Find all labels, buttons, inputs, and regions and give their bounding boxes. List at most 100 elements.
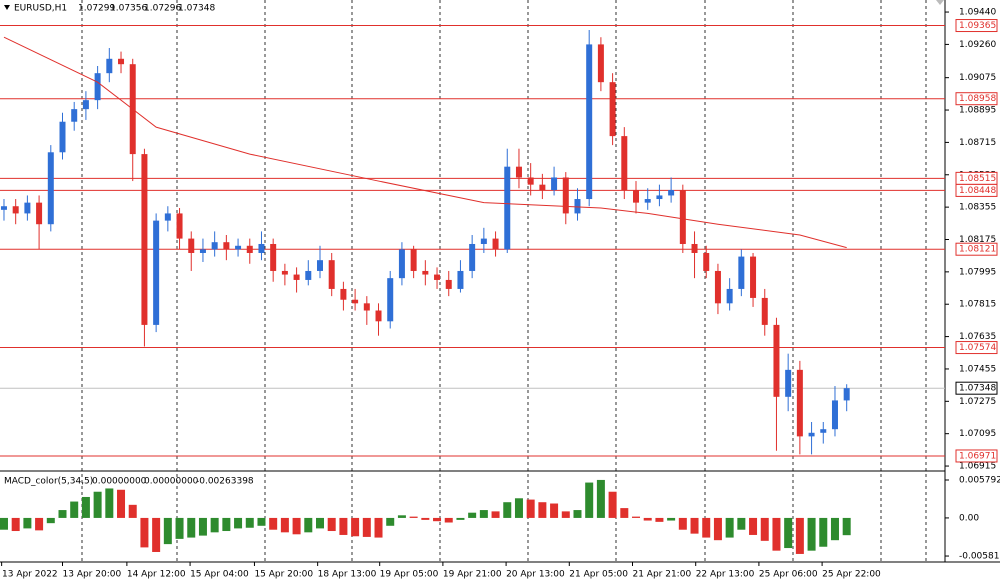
candle-body [387, 278, 394, 322]
candle-body [176, 213, 183, 239]
macd-bar [772, 517, 781, 551]
macd-bar [175, 517, 184, 539]
scroll-marker[interactable] [936, 0, 944, 5]
macd-bar [678, 517, 687, 530]
y-tick-label: 1.07995 [959, 267, 996, 277]
macd-bar [210, 517, 219, 533]
level-label: 1.08515 [959, 174, 996, 184]
macd-y-tick-label: -0.0058190 [959, 552, 1000, 562]
y-tick-label: 1.09260 [959, 40, 996, 50]
candle-body [820, 429, 827, 433]
macd-bar [117, 489, 126, 518]
macd-bar [643, 517, 652, 521]
macd-bar [784, 517, 793, 549]
macd-bar [538, 502, 547, 518]
macd-bar [339, 517, 348, 535]
macd-bar [245, 517, 254, 528]
candle-body [480, 238, 487, 244]
candle-body [24, 202, 31, 214]
candle-body [281, 270, 288, 275]
macd-bar [46, 517, 55, 524]
macd-bar [807, 517, 816, 551]
candle-body [340, 288, 347, 300]
candle-body [726, 288, 733, 304]
y-tick-label: 1.06915 [959, 462, 996, 472]
level-box [955, 341, 998, 355]
x-tick-label: 19 Apr 05:00 [380, 570, 439, 580]
candle-body [738, 256, 745, 289]
macd-bar [479, 510, 488, 518]
candle-body [504, 166, 511, 250]
candle-body [551, 177, 558, 191]
macd-bar [456, 517, 465, 520]
x-tick-label: 15 Apr 04:00 [190, 570, 249, 580]
macd-bar [397, 515, 406, 518]
level-box [955, 92, 998, 106]
level-label: 1.09365 [959, 21, 996, 31]
candle-body [761, 297, 768, 325]
macd-bar [198, 517, 207, 536]
macd-bar [690, 517, 699, 534]
candle-body [410, 249, 417, 271]
x-tick-label: 14 Apr 12:00 [127, 570, 186, 580]
macd-bar [842, 517, 851, 536]
macd-bar [11, 517, 20, 532]
level-box [955, 19, 998, 33]
x-tick-label: 21 Apr 21:00 [632, 570, 691, 580]
macd-bar [93, 491, 102, 518]
macd-readout: 0.00000000 [92, 477, 147, 487]
candle-body [597, 44, 604, 83]
menu-arrow[interactable] [4, 5, 10, 10]
candle-body [750, 256, 757, 298]
candle-body [316, 260, 323, 271]
y-tick-label: 1.08175 [959, 235, 996, 245]
candle-body [71, 109, 78, 122]
macd-bar [713, 517, 722, 541]
y-tick-label: 1.07815 [959, 300, 996, 310]
macd-bar [292, 517, 301, 535]
macd-bar [304, 517, 313, 533]
x-tick-label: 25 Apr 06:00 [759, 570, 818, 580]
macd-bar [550, 503, 559, 518]
macd-bar [632, 516, 641, 518]
macd-bar [725, 517, 734, 538]
macd-bar [35, 517, 44, 531]
candle-body [515, 166, 522, 178]
candle-body [293, 274, 300, 280]
candle-body [656, 195, 663, 200]
macd-bar [585, 482, 594, 518]
candle-body [445, 279, 452, 289]
candle-body [398, 249, 405, 279]
candle-body [153, 220, 160, 325]
candle-body [422, 270, 429, 275]
macd-bar [830, 517, 839, 541]
macd-bar [187, 517, 196, 538]
x-tick-label: 21 Apr 05:00 [569, 570, 628, 580]
level-label: 1.08958 [959, 94, 996, 104]
candle-body [843, 388, 850, 401]
macd-title: MACD_color(5,34,5) [4, 477, 93, 487]
candle-body [703, 252, 710, 271]
macd-bar [152, 517, 161, 552]
macd-bar [269, 517, 278, 530]
ohlc-high: 1.07356 [110, 4, 147, 14]
macd-bar [503, 502, 512, 518]
candle-body [621, 136, 628, 191]
macd-bar [163, 517, 172, 545]
level-box [955, 183, 998, 197]
macd-bar [514, 498, 523, 518]
candle-body [609, 82, 616, 137]
candle-body [691, 243, 698, 253]
macd-bar [737, 517, 746, 530]
candle-body [94, 73, 101, 101]
macd-bar [81, 496, 90, 518]
y-tick-label: 1.08895 [959, 106, 996, 116]
candle-body [47, 152, 54, 225]
candle-body [106, 58, 113, 74]
macd-bar [655, 517, 664, 522]
macd-bar [409, 516, 418, 518]
y-tick-label: 1.09075 [959, 73, 996, 83]
candle-body [785, 369, 792, 397]
macd-bar [433, 517, 442, 522]
